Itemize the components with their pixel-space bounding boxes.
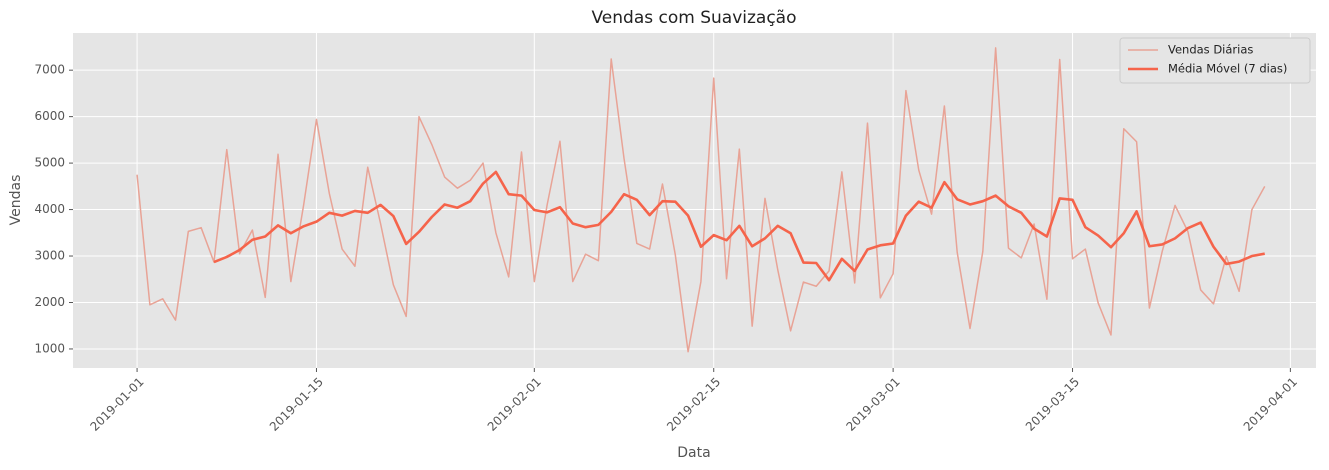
grid [73,33,1316,368]
x-tick-label: 2019-02-15 [664,375,723,434]
legend-box [1119,37,1311,84]
y-tick-label: 4000 [34,202,65,216]
y-tick-label: 7000 [34,63,65,77]
legend-label: Vendas Diárias [1168,43,1253,57]
x-tick-label: 2019-02-01 [485,375,544,434]
x-tick-label: 2019-03-01 [843,375,902,434]
series-line [213,170,1265,282]
y-tick-label: 2000 [34,295,65,309]
y-tick-label: 3000 [34,249,65,263]
x-tick-label: 2019-04-01 [1241,375,1300,434]
lines [136,47,1266,353]
x-tick-label: 2019-01-01 [87,375,146,434]
y-tick-label: 1000 [34,341,65,355]
y-axis-label: Vendas [8,175,24,226]
series-line [136,47,1266,353]
legend: Vendas Diárias Média Móvel (7 dias) [1119,37,1311,84]
y-tick-label: 5000 [34,156,65,170]
chart-title: Vendas com Suavização [592,8,797,28]
x-tick-label: 2019-03-15 [1023,375,1082,434]
x-axis-label: Data [677,445,710,461]
y-tick-label: 6000 [34,109,65,123]
legend-label: Média Móvel (7 dias) [1168,62,1287,76]
x-tick-label: 2019-01-15 [267,375,326,434]
plot-area [73,33,1316,368]
